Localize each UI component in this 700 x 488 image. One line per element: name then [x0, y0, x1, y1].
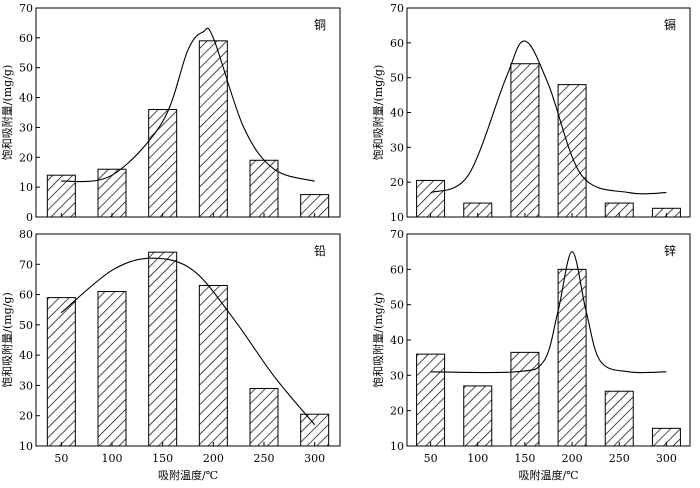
plot-frame	[35, 233, 341, 447]
x-tick-label: 200	[203, 452, 224, 465]
x-tick-label: 150	[152, 452, 173, 465]
fit-curve	[430, 40, 667, 195]
bar-50	[46, 174, 76, 218]
x-tick-label: 50	[424, 452, 438, 465]
y-axis-title: 饱和吸附量/(mg/g)	[371, 292, 385, 388]
x-tick-label: 100	[102, 452, 123, 465]
x-tick-label: 300	[304, 452, 325, 465]
y-tick-label: 70	[390, 228, 404, 241]
y-tick-label: 80	[19, 228, 33, 241]
y-tick-label: 40	[390, 334, 404, 347]
panel-label: 锌	[664, 244, 676, 258]
bar-150	[510, 351, 540, 447]
x-tick-label: 250	[609, 452, 630, 465]
y-tick-label: 20	[19, 410, 33, 423]
bar-150	[148, 109, 178, 218]
chart-panel-3: 10 20 30 40 50 60 70 80 50 100 150 200 250 300 铅饱和吸附量/…	[0, 228, 341, 482]
chart-panel-4: 10 20 30 40 50 60 70 50 100 150 200 250 300 锌饱和吸附量/(m…	[371, 228, 691, 482]
x-tick-label: 250	[254, 452, 275, 465]
bar-150	[148, 251, 178, 447]
y-tick-label: 30	[390, 369, 404, 382]
y-tick-label: 10	[19, 181, 33, 194]
y-axis-title: 饱和吸附量/(mg/g)	[371, 65, 385, 161]
plot-frame	[35, 7, 341, 218]
y-tick-label: 40	[390, 107, 404, 120]
bar-200	[198, 284, 228, 447]
panel-label: 铅	[314, 244, 326, 258]
x-tick-label: 300	[656, 452, 677, 465]
x-tick-label: 150	[514, 452, 535, 465]
bar-200	[198, 40, 228, 218]
y-tick-label: 50	[390, 299, 404, 312]
bar-100	[97, 168, 127, 218]
y-tick-label: 70	[390, 2, 404, 15]
y-tick-label: 50	[19, 62, 33, 75]
y-tick-label: 40	[19, 92, 33, 105]
y-axis-title: 饱和吸附量/(mg/g)	[0, 292, 14, 388]
y-axis-title: 饱和吸附量/(mg/g)	[0, 65, 14, 161]
bar-50	[46, 297, 76, 447]
x-tick-label: 100	[467, 452, 488, 465]
y-tick-label: 30	[390, 141, 404, 154]
x-tick-label: 200	[562, 452, 583, 465]
bar-250	[249, 387, 279, 447]
panel-label: 镉	[664, 18, 676, 32]
bar-150	[510, 63, 540, 218]
x-tick-label: 50	[54, 452, 68, 465]
y-tick-label: 20	[390, 176, 404, 189]
y-tick-label: 60	[19, 32, 33, 45]
y-tick-label: 10	[390, 440, 404, 453]
y-tick-label: 50	[390, 72, 404, 85]
y-tick-label: 20	[390, 405, 404, 418]
y-tick-label: 70	[19, 258, 33, 271]
x-axis-title: 吸附温度/℃	[518, 468, 578, 482]
y-tick-label: 10	[390, 211, 404, 224]
y-tick-label: 70	[19, 2, 33, 15]
fit-curve	[61, 27, 315, 183]
bar-100	[97, 291, 127, 447]
bar-50	[416, 353, 446, 447]
plot-frame	[406, 233, 691, 447]
y-tick-label: 30	[19, 121, 33, 134]
panel-label: 铜	[314, 17, 326, 32]
y-tick-label: 10	[19, 440, 33, 453]
y-tick-label: 60	[19, 289, 33, 302]
bar-100	[463, 385, 493, 447]
y-tick-label: 40	[19, 349, 33, 362]
plot-frame	[406, 7, 691, 218]
y-tick-label: 20	[19, 151, 33, 164]
y-tick-label: 0	[26, 211, 33, 224]
y-tick-label: 60	[390, 263, 404, 276]
bar-50	[416, 179, 446, 218]
y-tick-label: 30	[19, 379, 33, 392]
bar-200	[557, 84, 587, 218]
bar-200	[557, 268, 587, 447]
y-tick-label: 60	[390, 37, 404, 50]
y-tick-label: 50	[19, 319, 33, 332]
bar-250	[604, 390, 634, 447]
bar-300	[300, 413, 330, 447]
fit-curve	[430, 251, 667, 374]
fit-curve	[60, 257, 316, 426]
x-axis-title: 吸附温度/℃	[158, 468, 218, 482]
